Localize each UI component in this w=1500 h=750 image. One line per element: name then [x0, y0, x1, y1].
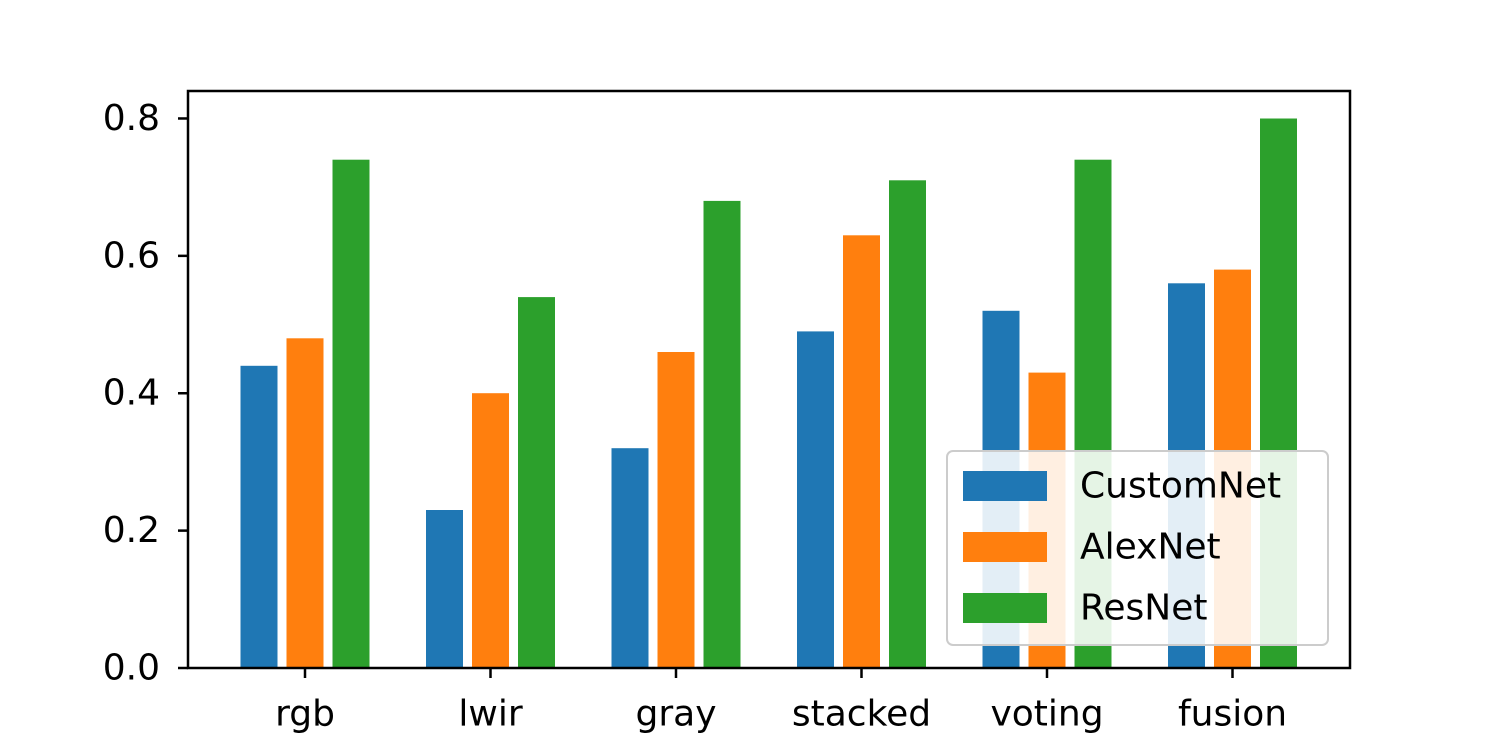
x-tick-label-lwir: lwir	[458, 694, 522, 735]
bar-alexnet-lwir	[472, 393, 509, 668]
legend: CustomNet AlexNet ResNet	[946, 450, 1329, 646]
bar-customnet-lwir	[426, 510, 463, 668]
bar-customnet-rgb	[240, 365, 278, 668]
legend-label-customnet: CustomNet	[1080, 466, 1281, 507]
bar-alexnet-stacked	[843, 235, 880, 669]
legend-label-resnet: ResNet	[1080, 588, 1208, 629]
bar-resnet-stacked	[889, 180, 926, 669]
y-axis: 0.0 0.2 0.4 0.6 0.8	[103, 98, 188, 689]
x-tick-label-fusion: fusion	[1178, 694, 1287, 735]
bar-resnet-gray	[703, 200, 741, 668]
y-tick-label: 0.4	[103, 373, 160, 414]
bar-customnet-gray	[611, 448, 649, 668]
plot-frame	[186, 89, 1352, 670]
x-tick-label-gray: gray	[635, 694, 716, 735]
legend-swatch-resnet	[963, 593, 1047, 623]
legend-swatch-customnet	[963, 471, 1047, 501]
bar-resnet-lwir	[518, 297, 555, 668]
y-tick-label: 0.2	[103, 510, 160, 551]
y-tick-label: 0.0	[103, 648, 160, 689]
bar-resnet-rgb	[332, 159, 370, 668]
x-axis: rgb lwir gray stacked voting fusion	[275, 668, 1287, 735]
bar-alexnet-gray	[657, 352, 695, 668]
y-tick-label: 0.8	[103, 98, 160, 139]
bar-alexnet-rgb	[286, 338, 324, 668]
legend-swatch-alexnet	[963, 532, 1047, 562]
bar-customnet-stacked	[797, 331, 834, 668]
legend-label-alexnet: AlexNet	[1080, 527, 1221, 568]
x-tick-label-rgb: rgb	[275, 694, 335, 735]
x-tick-label-stacked: stacked	[792, 694, 931, 735]
y-tick-label: 0.6	[103, 235, 160, 276]
x-tick-label-voting: voting	[990, 694, 1103, 735]
